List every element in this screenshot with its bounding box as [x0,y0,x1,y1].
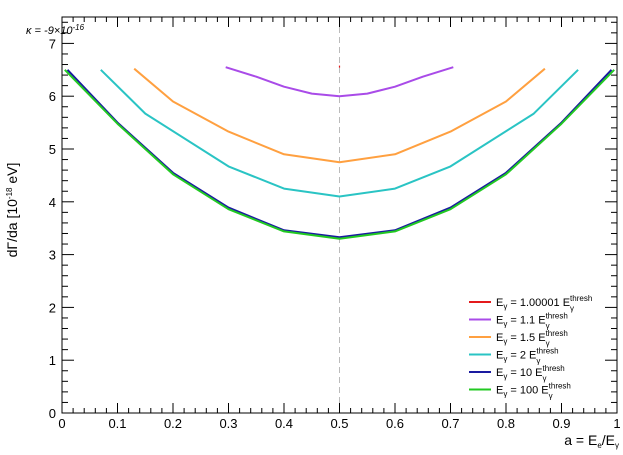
series-line-5 [64,69,615,240]
x-tick-label: 0.6 [386,416,404,431]
x-tick-label: 0.2 [164,416,182,431]
x-tick-label: 0.8 [497,416,515,431]
x-axis-title-sub2: γ [615,441,619,450]
legend-entry-3: Eγ = 2 Ethresh γ [496,347,559,366]
x-tick-label: 0 [58,416,65,431]
series-line-1 [225,66,454,98]
series-layer [64,65,615,240]
legend-entry-5: Eγ = 100 Ethresh γ [496,382,571,401]
x-tick-label: 0.5 [330,416,348,431]
y-tick-label: 1 [49,353,56,368]
y-tick-label: 3 [49,248,56,263]
x-tick-label: 1 [613,416,620,431]
legend-entry-1: Eγ = 1.1 Ethresh γ [496,312,568,331]
x-axis-title-main: a = E [564,432,597,448]
x-tick-label: 0.4 [275,416,293,431]
y-axis-title-main: dΓ/da [10 [4,199,20,258]
kappa-annotation-main: κ = -9×10 [26,25,73,37]
y-tick-label: 2 [49,300,56,315]
x-tick-label: 0.7 [441,416,459,431]
legend: Eγ = 1.00001 Ethresh γEγ = 1.1 Ethresh γEγ… [469,294,592,401]
kappa-annotation-sup: -16 [72,23,84,32]
y-tick-label: 5 [49,142,56,157]
y-axis-title-sup: -18 [5,187,14,199]
kappa-annotation: κ = -9×10-16 [26,23,85,37]
legend-entry-4: Eγ = 10 Ethresh γ [496,364,565,383]
y-tick-label: 7 [49,36,56,51]
legend-entry-2: Eγ = 1.5 Ethresh γ [496,329,568,348]
x-tick-label: 0.1 [108,416,126,431]
x-tick-label: 0.3 [219,416,237,431]
x-axis-title-mid: /E [602,432,615,448]
series-line-2 [133,67,546,164]
legend-entry-0: Eγ = 1.00001 Ethresh γ [496,294,592,313]
y-axis-title-tail: eV] [4,163,20,188]
y-tick-label: 6 [49,89,56,104]
y-tick-label: 4 [49,195,56,210]
x-tick-label: 0.9 [552,416,570,431]
series-line-3 [100,69,579,198]
x-axis-title-sub1: e [597,441,602,450]
y-tick-label: 0 [49,406,56,421]
ticks-layer: 0 0.1 0.2 0.3 0.4 0.5 0.6 0.7 0.8 0.9 1 0 1 2 3 4 5 6 7 [49,17,621,431]
x-axis-title: a = Ee/Eγ [564,432,619,450]
y-axis-title: dΓ/da [10-18 eV] [4,163,20,258]
series-line-4 [66,69,613,239]
